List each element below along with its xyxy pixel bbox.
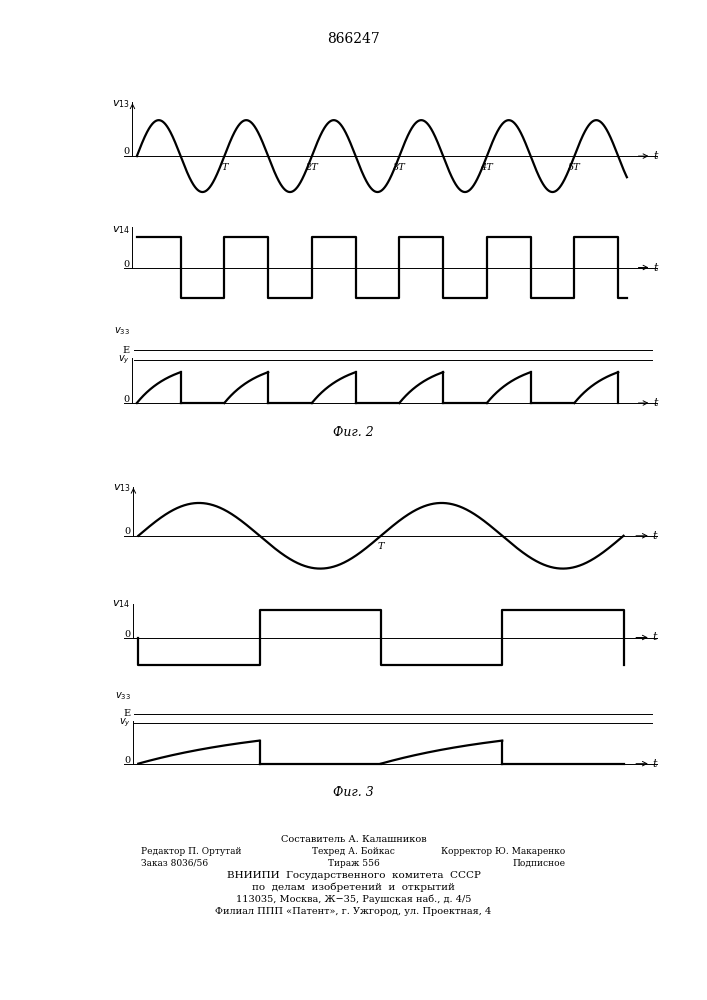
Text: $v_{13}$: $v_{13}$ — [112, 98, 130, 110]
Text: E: E — [124, 709, 131, 718]
Text: 0: 0 — [124, 756, 131, 765]
Text: 0: 0 — [124, 527, 131, 536]
Text: Корректор Ю. Макаренко: Корректор Ю. Макаренко — [441, 847, 566, 856]
Text: T: T — [221, 163, 228, 172]
Text: T: T — [378, 542, 384, 551]
Text: по  делам  изобретений  и  открытий: по делам изобретений и открытий — [252, 883, 455, 892]
Text: 5T: 5T — [568, 163, 580, 172]
Text: Тираж 556: Тираж 556 — [327, 859, 380, 868]
Text: 113035, Москва, Ж−35, Раушская наб., д. 4/5: 113035, Москва, Ж−35, Раушская наб., д. … — [236, 895, 471, 904]
Text: ВНИИПИ  Государственного  комитета  СССР: ВНИИПИ Государственного комитета СССР — [226, 871, 481, 880]
Text: t: t — [653, 151, 658, 161]
Text: t: t — [653, 398, 658, 408]
Text: Составитель А. Калашников: Составитель А. Калашников — [281, 835, 426, 844]
Text: E: E — [123, 346, 130, 355]
Text: $v_{13}$: $v_{13}$ — [112, 482, 131, 494]
Text: 866247: 866247 — [327, 32, 380, 46]
Text: t: t — [653, 263, 658, 273]
Text: 4T: 4T — [481, 163, 493, 172]
Text: 3T: 3T — [393, 163, 406, 172]
Text: $v_y$: $v_y$ — [119, 717, 131, 729]
Text: $v_y$: $v_y$ — [118, 354, 130, 366]
Text: 0: 0 — [124, 147, 130, 156]
Text: Заказ 8036/56: Заказ 8036/56 — [141, 859, 209, 868]
Text: $v_{33}$: $v_{33}$ — [114, 325, 130, 337]
Text: 0: 0 — [124, 630, 131, 639]
Text: Подписное: Подписное — [513, 859, 566, 868]
Text: $v_{14}$: $v_{14}$ — [112, 224, 130, 236]
Text: Техред А. Бойкас: Техред А. Бойкас — [312, 847, 395, 856]
Text: Редактор П. Ортутай: Редактор П. Ортутай — [141, 847, 242, 856]
Text: $v_{33}$: $v_{33}$ — [115, 690, 131, 702]
Text: t: t — [653, 759, 658, 769]
Text: Фиг. 3: Фиг. 3 — [333, 786, 374, 798]
Text: 2T: 2T — [305, 163, 318, 172]
Text: $v_{14}$: $v_{14}$ — [112, 598, 131, 610]
Text: t: t — [653, 531, 658, 541]
Text: Филиал ППП «Патент», г. Ужгород, ул. Проектная, 4: Филиал ППП «Патент», г. Ужгород, ул. Про… — [216, 907, 491, 916]
Text: 0: 0 — [124, 260, 130, 269]
Text: 0: 0 — [124, 395, 130, 404]
Text: Фиг. 2: Фиг. 2 — [333, 426, 374, 440]
Text: t: t — [653, 633, 658, 643]
